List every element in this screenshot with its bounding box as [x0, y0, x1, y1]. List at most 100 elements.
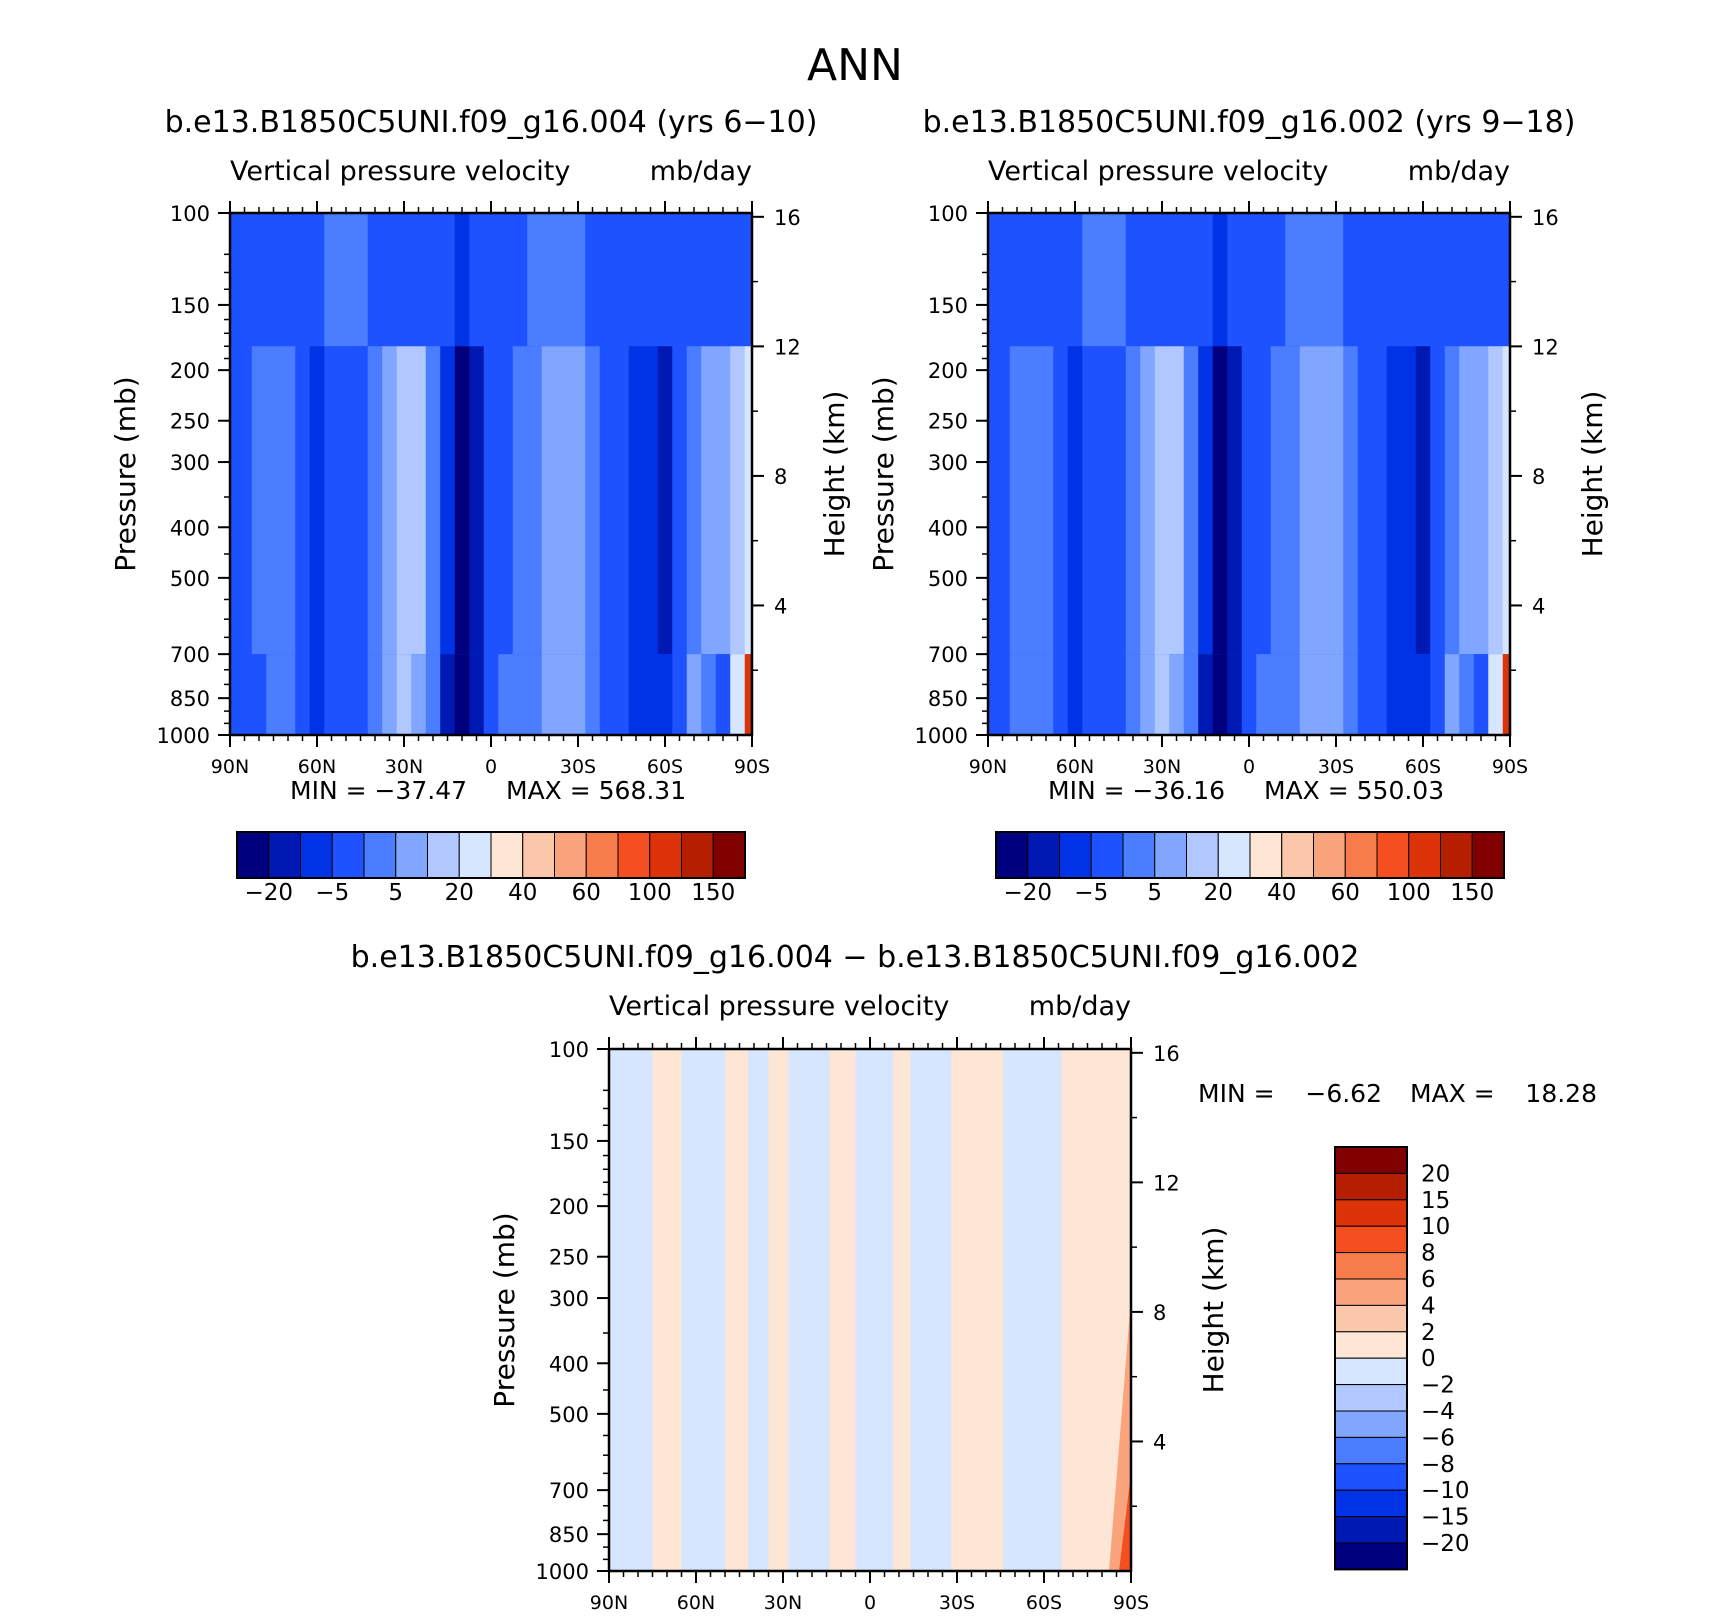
- contour-cell: [411, 213, 427, 347]
- colorbar-label: 8: [1421, 1241, 1436, 1267]
- contour-cell: [1241, 654, 1257, 735]
- contour-cell: [1154, 654, 1170, 735]
- contour-cell: [1038, 346, 1054, 655]
- contour-cell: [715, 346, 731, 655]
- colorbar-box: [1334, 1410, 1408, 1438]
- y-tick-label: 300: [928, 451, 968, 475]
- contour-cell: [309, 346, 325, 655]
- page-title: ANN: [807, 40, 903, 91]
- x-tick-label: 90S: [1113, 1592, 1149, 1614]
- contour-cell: [527, 213, 543, 347]
- colorbar-box: [427, 831, 460, 879]
- contour-cell: [1488, 213, 1504, 347]
- contour-cell: [599, 654, 615, 735]
- contour-cell: [353, 654, 369, 735]
- y-right-tick-label: 12: [774, 335, 801, 359]
- contour-cell: [454, 654, 470, 735]
- contour-cell: [1270, 346, 1286, 655]
- y-axis-label: Pressure (mb): [867, 376, 900, 571]
- contour-cell: [295, 654, 311, 735]
- contour-cell: [1430, 213, 1446, 347]
- contour-cell: [744, 346, 752, 655]
- colorbar-box: [1249, 831, 1283, 879]
- y-tick-label: 250: [170, 410, 210, 434]
- colorbar-box: [1344, 831, 1378, 879]
- x-tick-label: 60S: [1026, 1592, 1062, 1614]
- max-label: MAX =: [1410, 1079, 1495, 1108]
- y-tick-label: 100: [549, 1038, 589, 1062]
- contour-cell: [1401, 654, 1417, 735]
- colorbar-label: 150: [691, 880, 735, 906]
- contour-cell: [411, 346, 427, 655]
- contour-cell: [1299, 213, 1315, 347]
- x-tick-label: 60N: [1056, 756, 1094, 778]
- contour-cell: [1241, 213, 1257, 347]
- colorbar-label: 2: [1421, 1320, 1436, 1346]
- colorbar-label: 60: [1331, 880, 1360, 906]
- colorbar-label: 20: [1204, 880, 1233, 906]
- contour-cell: [1096, 654, 1112, 735]
- contour-cell: [1488, 654, 1504, 735]
- contour-cell: [585, 213, 601, 347]
- contour-cell: [614, 213, 630, 347]
- contour-cell: [498, 213, 514, 347]
- colorbar-label: 100: [628, 880, 672, 906]
- min-label: MIN = −36.16: [1048, 776, 1225, 805]
- min-label: MIN =: [1198, 1079, 1275, 1108]
- contour-cell: [1212, 346, 1228, 655]
- contour-cell: [988, 213, 996, 347]
- min-label: MIN = −37.47: [290, 776, 467, 805]
- colorbar-box: [1122, 831, 1156, 879]
- contour-cell: [643, 654, 659, 735]
- x-tick-label: 30N: [764, 1592, 802, 1614]
- contour-cell: [1067, 213, 1083, 347]
- contour-cell: [701, 654, 717, 735]
- contour-cell: [1169, 346, 1185, 655]
- contour-cell: [324, 654, 340, 735]
- y-right-axis-label: Height (km): [818, 391, 851, 558]
- y-right-tick-label: 8: [1532, 465, 1545, 489]
- y-tick-label: 200: [170, 359, 210, 383]
- y-right-tick-label: 8: [774, 465, 787, 489]
- contour-cell: [628, 346, 644, 655]
- contour-cell: [280, 213, 296, 347]
- contour-cell: [469, 654, 485, 735]
- contour-cell: [1111, 213, 1127, 347]
- colorbar-label: −8: [1421, 1452, 1455, 1478]
- contour-cell: [251, 213, 267, 347]
- contour-cell: [440, 346, 456, 655]
- contour-cell: [541, 346, 557, 655]
- contour-cell: [1372, 654, 1388, 735]
- contour-cell: [643, 346, 659, 655]
- colorbar-box: [585, 831, 619, 879]
- contour-cell: [1140, 346, 1156, 655]
- colorbar-label: 15: [1421, 1188, 1450, 1214]
- contour-cell: [1256, 654, 1272, 735]
- contour-cell: [1473, 213, 1489, 347]
- y-tick-label: 500: [928, 567, 968, 591]
- panel-subtitle-right: mb/day: [650, 156, 752, 187]
- y-tick-label: 500: [549, 1403, 589, 1427]
- contour-cell: [324, 346, 340, 655]
- contour-cell: [614, 346, 630, 655]
- contour-cell: [1285, 346, 1301, 655]
- y-right-tick-label: 4: [1153, 1430, 1166, 1454]
- y-right-tick-label: 12: [1532, 335, 1559, 359]
- contour-cell: [1183, 654, 1199, 735]
- contour-cell: [1009, 346, 1025, 655]
- contour-cell: [1328, 346, 1344, 655]
- colorbar-box: [1376, 831, 1410, 879]
- colorbar-box: [712, 831, 746, 879]
- max-label: MAX = 568.31: [506, 776, 686, 805]
- contour-cell: [570, 346, 586, 655]
- contour-cell: [1314, 213, 1330, 347]
- contour-cell: [686, 213, 702, 347]
- contour-cell: [1357, 213, 1373, 347]
- contour-cell: [338, 654, 354, 735]
- contour-cell: [1024, 213, 1040, 347]
- contour-cell: [1473, 654, 1489, 735]
- contour-cell: [512, 346, 528, 655]
- contour-cell: [701, 346, 717, 655]
- colorbar-label: 40: [1267, 880, 1296, 906]
- contour-cell: [1256, 213, 1272, 347]
